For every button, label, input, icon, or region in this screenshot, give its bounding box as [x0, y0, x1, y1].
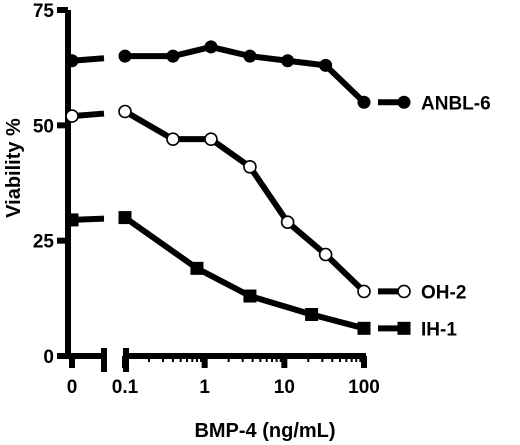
data-point — [281, 54, 295, 68]
data-point — [305, 307, 319, 321]
y-axis-title: Viability % — [3, 118, 25, 218]
data-point — [65, 213, 79, 227]
data-point — [357, 321, 371, 335]
data-point — [204, 132, 218, 146]
legend-label: IH-1 — [421, 319, 457, 340]
data-point — [166, 49, 180, 63]
data-point — [166, 132, 180, 146]
legend-marker — [397, 321, 411, 335]
series-markers — [65, 40, 371, 335]
legend: ANBL-6 OH-2 IH-1 — [378, 93, 491, 340]
data-point — [318, 247, 333, 262]
data-point — [204, 40, 218, 54]
legend-label: ANBL-6 — [421, 93, 491, 114]
y-tick-label: 0 — [43, 347, 54, 368]
data-point — [118, 104, 132, 119]
y-tick-label: 75 — [33, 1, 55, 22]
x-axis-title: BMP-4 (ng/mL) — [194, 420, 335, 442]
y-tick-label: 25 — [33, 232, 55, 253]
data-point — [118, 49, 132, 63]
data-point — [319, 58, 333, 72]
x-tick-label: 10 — [274, 377, 295, 398]
data-point — [280, 215, 295, 230]
x-tick-label: 0 — [67, 377, 78, 398]
series-line — [123, 108, 367, 294]
legend-marker — [397, 284, 411, 299]
axes: 0 25 50 75 0 0.1 1 10 100 — [33, 1, 380, 398]
series-line — [123, 215, 365, 332]
data-point — [65, 109, 79, 123]
series-lines — [71, 43, 367, 332]
legend-label: OH-2 — [421, 282, 466, 303]
data-point — [357, 284, 371, 299]
data-point — [243, 289, 257, 303]
x-tick-label: 1 — [199, 377, 210, 398]
data-point — [357, 95, 371, 109]
data-point — [65, 54, 79, 68]
data-point — [243, 49, 257, 63]
data-point — [243, 160, 257, 174]
legend-marker — [397, 95, 411, 109]
x-tick-label: 100 — [348, 377, 380, 398]
y-tick-label: 50 — [33, 116, 54, 137]
data-point — [118, 211, 132, 225]
data-point — [190, 261, 204, 275]
x-tick-label: 0.1 — [112, 377, 139, 398]
